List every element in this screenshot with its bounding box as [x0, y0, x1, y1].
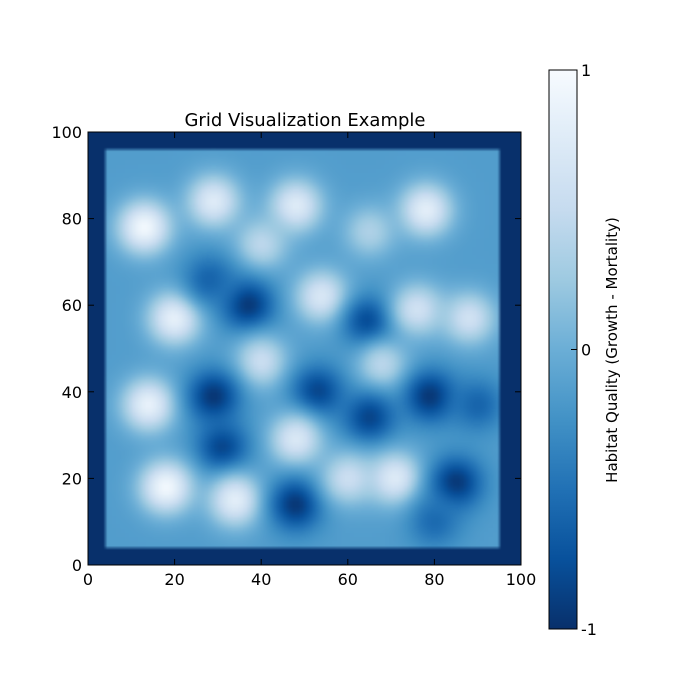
plot-frame: [87, 131, 522, 566]
x-tick-label: 60: [338, 570, 358, 589]
colorbar-label: Habitat Quality (Growth - Mortality): [603, 217, 621, 483]
chart-title: Grid Visualization Example: [184, 110, 425, 131]
y-axis: 0 20 40 60 80 100: [51, 123, 521, 575]
x-axis: 0 20 40 60 80 100: [83, 132, 536, 589]
heatmap-plot: [87, 131, 522, 566]
y-tick-label: 100: [51, 123, 82, 142]
x-tick-label: 0: [83, 570, 93, 589]
x-tick-label: 20: [164, 570, 184, 589]
x-tick-label: 100: [506, 570, 537, 589]
colorbar: -1 0 1 Habitat Quality (Growth - Mortality…: [548, 61, 621, 639]
colorbar-tick-label: 0: [581, 341, 591, 360]
colorbar-tick-label: -1: [581, 620, 597, 639]
colorbar-tick-label: 1: [581, 61, 591, 80]
y-tick-label: 0: [72, 556, 82, 575]
x-tick-label: 80: [424, 570, 444, 589]
colorbar-ticks: -1 0 1: [571, 61, 597, 639]
y-tick-label: 40: [62, 383, 82, 402]
y-tick-label: 80: [62, 210, 82, 229]
heatmap-image: [88, 132, 521, 565]
x-tick-label: 40: [251, 570, 271, 589]
y-tick-label: 20: [62, 469, 82, 488]
y-tick-label: 60: [62, 296, 82, 315]
